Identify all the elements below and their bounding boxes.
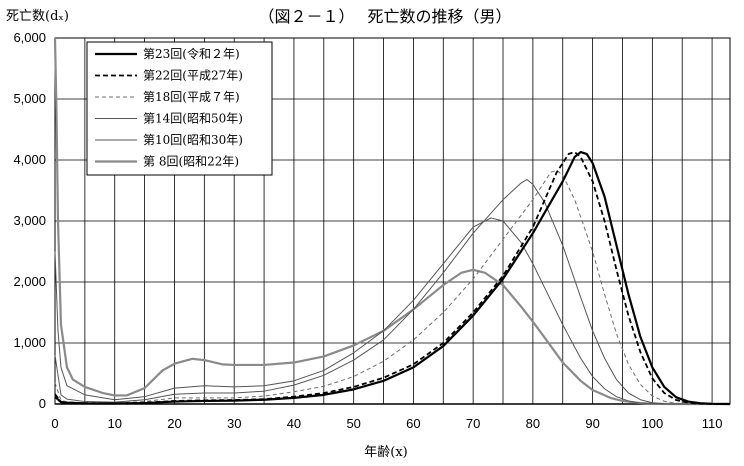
y-tick-label: 3,000 <box>13 213 46 228</box>
legend-label: 第14回(昭和50年) <box>143 112 243 126</box>
legend-label: 第10回(昭和30年) <box>143 133 243 147</box>
legend-box <box>86 41 273 176</box>
x-tick-label: 90 <box>585 416 599 431</box>
series-line-2 <box>54 151 731 405</box>
series-line-5 <box>54 217 730 405</box>
series-lines <box>53 37 731 406</box>
x-tick-label: 110 <box>702 416 723 431</box>
x-tick-label: 40 <box>287 416 301 431</box>
x-tick-label: 0 <box>51 416 58 431</box>
x-tick-label: 70 <box>466 416 480 431</box>
x-axis-title: 年齢(x) <box>364 445 407 460</box>
legend-label: 第22回(平成27年) <box>143 69 243 83</box>
legend-label: 第23回(令和２年) <box>143 46 240 61</box>
series-line-4 <box>54 179 730 405</box>
x-tick-label: 80 <box>526 416 540 431</box>
chart-title: （図２－１） 死亡数の推移（男） <box>258 7 511 26</box>
x-tick-label: 30 <box>227 416 241 431</box>
x-tick-labels: 0 10 20 30 40 50 60 70 80 90 100 110 <box>51 416 722 431</box>
series-line-6 <box>53 37 730 406</box>
series-line-1 <box>54 150 731 406</box>
y-tick-label: 6,000 <box>13 30 46 45</box>
x-tick-label: 60 <box>406 416 420 431</box>
series-line-3 <box>54 169 730 405</box>
x-tick-label: 20 <box>167 416 181 431</box>
legend: 第23回(令和２年) 第22回(平成27年) 第18回(平成７年) 第14回(昭和50… <box>86 41 273 176</box>
y-tick-labels: 0 1,000 2,000 3,000 4,000 5,000 6,000 <box>13 30 46 411</box>
y-tick-label: 2,000 <box>13 274 46 289</box>
y-tick-label: 5,000 <box>13 91 46 106</box>
y-tick-label: 0 <box>39 396 46 411</box>
legend-label: 第18回(平成７年) <box>143 90 240 104</box>
y-tick-label: 4,000 <box>13 152 46 167</box>
y-tick-label: 1,000 <box>13 335 46 350</box>
x-tick-label: 10 <box>108 416 122 431</box>
legend-label: 第 8回(昭和22年) <box>143 155 239 169</box>
x-tick-label: 50 <box>346 416 360 431</box>
y-axis-title: 死亡数(dₓ) <box>6 9 69 24</box>
x-tick-label: 100 <box>641 416 663 431</box>
